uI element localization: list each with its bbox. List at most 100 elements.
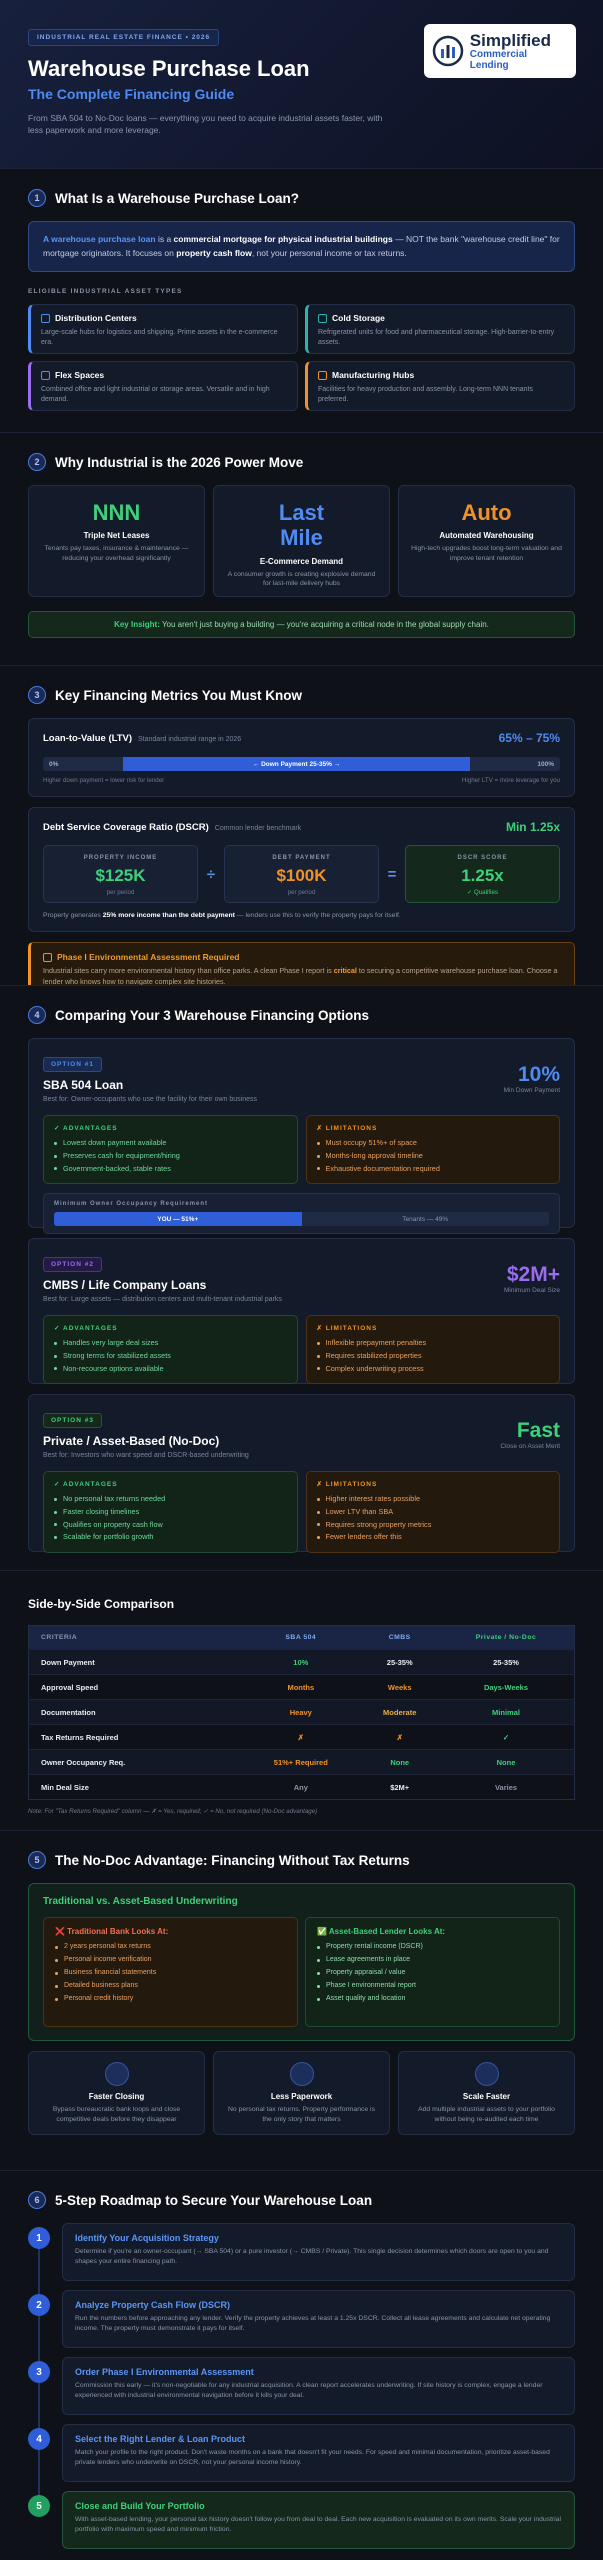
advantages-label: ✓ ADVANTAGES [54,1325,118,1332]
asset-text: Facilities for heavy production and asse… [318,386,534,403]
step-title: Close and Build Your Portfolio [75,2501,205,2511]
dscr-note: Property generates 25% more income than … [43,912,560,919]
warning-title: Phase I Environmental Assessment Require… [43,952,562,962]
section-heading: 6 5-Step Roadmap to Secure Your Warehouse… [28,2191,575,2209]
logo-bar [446,45,450,58]
benefit-text: No personal tax returns. Property perfor… [228,2106,375,2123]
logo-bar [452,47,455,58]
dscr-sub: Common lender benchmark [214,824,302,832]
section-number: 4 [28,1006,46,1024]
bullet [55,1997,58,2001]
option-title: CMBS / Life Company Loans [43,1278,207,1292]
option-stat-value: Fast [516,1418,560,1442]
bullet [54,1510,57,1514]
step-text: With asset-based lending, your personal … [75,2516,562,2533]
text-part: is a [155,234,174,244]
table-header: CRITERIA SBA 504 CMBS Private / No-Doc [28,1625,575,1650]
table-cell: 10% [240,1649,362,1675]
dscr-box: PROPERTY INCOME $125K per period [43,845,198,903]
text-part: to securing a competitive warehouse purc… [43,966,558,985]
dscr-box: DEBT PAYMENT $100K per period [224,845,379,903]
option-card: OPTION #3 Private / Asset-Based (No-Doc) B… [28,1394,575,1554]
asset-name: Cold Storage [332,313,385,324]
limitation: Must occupy 51%+ of space [316,1137,550,1150]
bullet [316,1154,320,1158]
bullet [317,1997,320,2001]
section-title: Key Financing Metrics You Must Know [55,687,303,703]
item-text: Requires strong property metrics [325,1519,432,1529]
table-row: Documentation Heavy Moderate Minimal [28,1699,575,1725]
text-part: , not your personal income or tax return… [251,247,407,258]
option-stat-value: $2M+ [506,1262,560,1286]
limitation: Higher interest rates possible [316,1493,550,1506]
dscr-value: $125K [95,866,146,885]
comparison-table: CRITERIA SBA 504 CMBS Private / No-Doc Down … [28,1625,575,1800]
item-text: Faster closing timelines [63,1506,140,1516]
item-text: Exhaustive documentation required [325,1163,440,1173]
item-text: 2 years personal tax returns [64,1943,151,1950]
ltv-note: Higher LTV = more leverage for you [461,777,560,784]
asset-name: Distribution Centers [55,313,137,324]
stat-card: NNN Triple Net Leases Tenants pay taxes, i… [28,485,205,597]
item-text: Higher interest rates possible [325,1494,421,1503]
limitations: ✗ LIMITATIONS Inflexible prepayment penal… [305,1315,560,1385]
step-title: Select the Right Lender & Loan Product [75,2434,246,2444]
table-cell: Weeks [361,1674,438,1700]
asset-text: Refrigerated units for food and pharmace… [318,329,555,346]
bullet [316,1536,320,1540]
table-row: Owner Occupancy Req. 51%+ Required None Non… [28,1749,575,1775]
column-title: ❌ Traditional Bank Looks At: [55,1927,169,1936]
table-cell: ✗ [240,1724,362,1750]
underwriting-column: ❌ Traditional Bank Looks At: 2 years pers… [43,1917,298,2027]
item-text: Months-long approval timeline [325,1150,423,1160]
table-cell: $2M+ [361,1774,438,1800]
comparison-note: Note: For "Tax Returns Required" column … [28,1808,318,1815]
text-part: — lenders use this to verify the propert… [234,912,401,919]
section-heading: 2 Why Industrial is the 2026 Power Move [28,453,575,471]
section-title: Comparing Your 3 Warehouse Financing Opt… [55,1007,370,1023]
section-number: 3 [28,686,46,704]
limitations: ✗ LIMITATIONS Must occupy 51%+ of space Mo… [305,1115,560,1185]
limitations-label: ✗ LIMITATIONS [316,1481,378,1488]
item-text: Personal credit history [64,1994,134,2002]
option-tag: OPTION #1 [43,1057,102,1072]
header-cell: Private / No-Doc [438,1625,575,1650]
step-text: Run the numbers before approaching any l… [75,2315,551,2332]
limitation: Exhaustive documentation required [316,1163,550,1176]
item-text: Lease agreements in place [326,1955,411,1963]
bullet [54,1536,57,1540]
occupancy-bar: YOU — 51%+ Tenants — 49% [54,1212,549,1227]
dscr-unit: per period [106,889,135,896]
step-title: Analyze Property Cash Flow (DSCR) [75,2300,231,2310]
bullet [317,1945,320,1949]
item-text: Detailed business plans [64,1981,138,1989]
ltv-title: Loan-to-Value (LTV) Standard industrial r… [43,733,241,744]
option-info: OPTION #1 SBA 504 Loan Best for: Owner-occ… [43,1053,257,1103]
occupancy-you: YOU — 51%+ [54,1212,302,1227]
section-title: 5-Step Roadmap to Secure Your Warehouse … [55,2192,373,2208]
bullet [316,1367,320,1371]
option-title: Private / Asset-Based (No-Doc) [43,1434,220,1448]
icon [41,370,50,380]
steps: 1 Identify Your Acquisition Strategy Deter… [28,2223,575,2549]
bullet [54,1167,57,1171]
step: 1 Identify Your Acquisition Strategy Deter… [28,2223,575,2281]
underwriting-column: ✅ Asset-Based Lender Looks At: Property r… [305,1917,560,2027]
step-text: Match your profile to the right product.… [75,2449,550,2466]
asset-name: Manufacturing Hubs [332,370,415,381]
step-title: Identify Your Acquisition Strategy [75,2233,219,2243]
option-header: OPTION #1 SBA 504 Loan Best for: Owner-occ… [43,1053,560,1103]
stat-text: Tenants pay taxes, insurance & maintenan… [44,545,189,562]
option-stat: Fast Close on Asset Merit [500,1419,560,1450]
option-stat-label: Minimum Deal Size [504,1286,560,1294]
item-text: Government-backed, stable rates [63,1163,171,1173]
asset-title: Flex Spaces [41,370,287,380]
option-best: Best for: Owner-occupants who use the fa… [43,1096,257,1103]
column-item: Property appraisal / value [317,1967,548,1980]
bullet [316,1167,320,1171]
table-cell: Any [240,1774,362,1800]
limitations-label: ✗ LIMITATIONS [316,1125,378,1132]
subtitle: The Complete Financing Guide [28,86,235,102]
stat-text: High-tech upgrades boost long-term valua… [411,545,562,562]
table-cell: 51%+ Required [240,1749,362,1775]
